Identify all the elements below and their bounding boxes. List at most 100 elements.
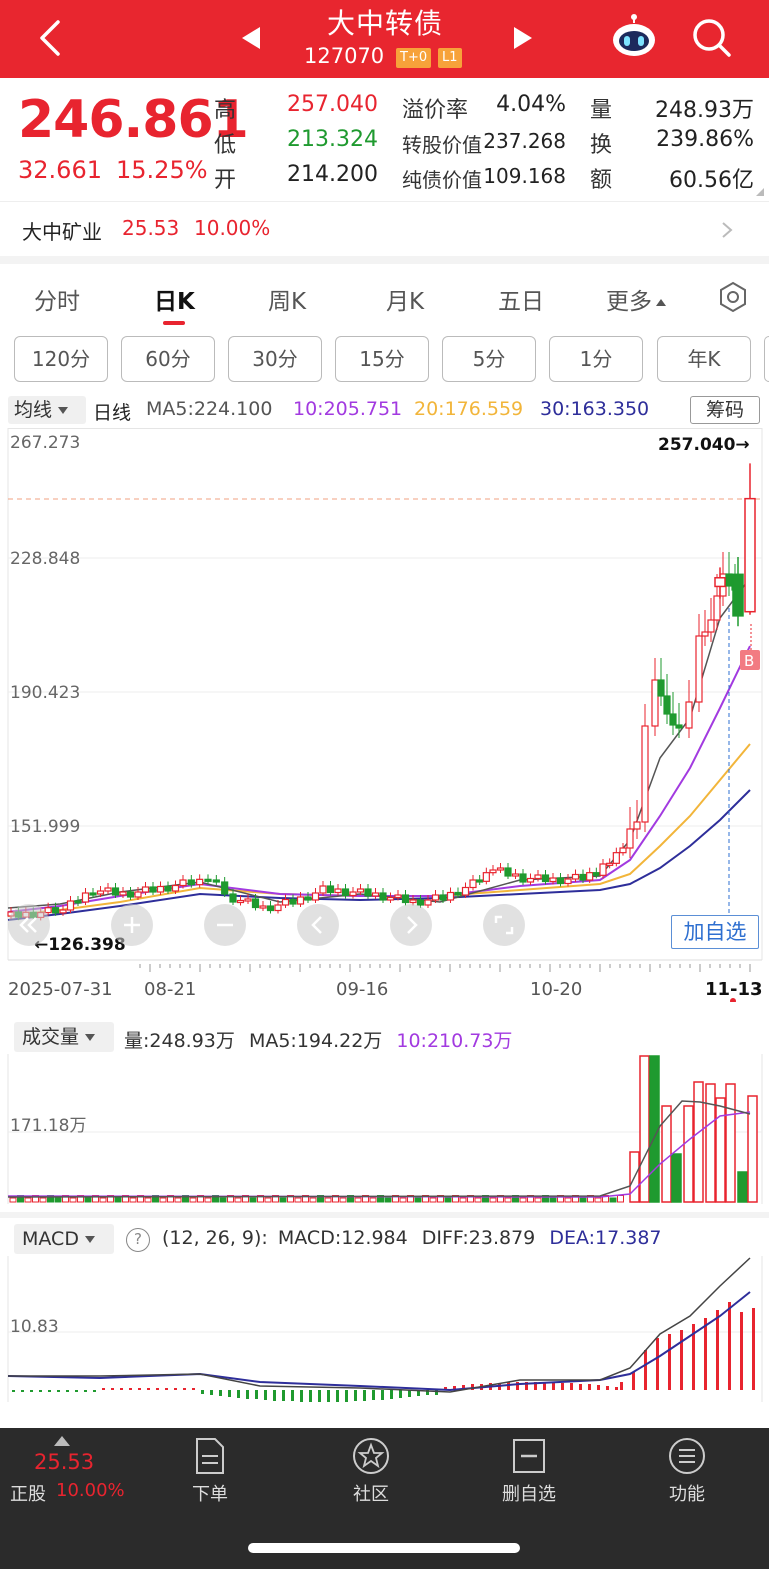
yearly-k-button[interactable]: 年K xyxy=(657,336,751,382)
interval-5min-button[interactable]: 5分 xyxy=(442,336,536,382)
caret-up-icon xyxy=(656,299,666,306)
macd-bar xyxy=(426,1390,429,1395)
volume-bar xyxy=(459,1197,467,1203)
volume-bar xyxy=(114,1197,122,1203)
volume-ma10: 10:210.73万 xyxy=(396,1030,513,1052)
macd-indicator-toggle[interactable]: MACD xyxy=(14,1224,114,1254)
kline-chart[interactable]: 267.273 228.848 190.423 151.999 257.040→… xyxy=(0,428,769,1002)
macd-bar xyxy=(704,1318,707,1390)
volume-bar xyxy=(272,1195,279,1203)
interval-15min-button[interactable]: 15分 xyxy=(335,336,429,382)
previous-bond-icon[interactable] xyxy=(238,24,266,52)
interval-button-partial[interactable] xyxy=(764,336,769,382)
ma30-value: 30:163.350 xyxy=(540,398,650,420)
macd-bar xyxy=(30,1390,33,1392)
underlying-label[interactable]: 正股 xyxy=(10,1484,46,1505)
volume-bar xyxy=(519,1197,527,1203)
volume-bar xyxy=(332,1195,339,1203)
robot-assistant-icon[interactable] xyxy=(610,14,658,60)
interval-30min-button[interactable]: 30分 xyxy=(228,336,322,382)
remove-watchlist-button[interactable]: 删自选 xyxy=(484,1436,574,1526)
volume-bar xyxy=(579,1197,587,1203)
candle-body xyxy=(511,873,520,877)
tab-weekly[interactable]: 周K xyxy=(268,289,307,315)
ma-toggle[interactable]: 均线 xyxy=(8,396,86,424)
section-gap xyxy=(0,1212,769,1218)
tab-more[interactable]: 更多 xyxy=(606,282,666,316)
order-label: 下单 xyxy=(192,1484,228,1505)
expand-corner-icon[interactable] xyxy=(756,188,764,196)
low-label: 低 xyxy=(214,133,237,158)
candle-body xyxy=(695,635,703,703)
macd-toggle-label: MACD xyxy=(22,1228,79,1250)
candle-body xyxy=(669,713,677,726)
candle-body xyxy=(394,894,402,899)
volume-indicator-toggle[interactable]: 成交量 xyxy=(14,1022,114,1052)
diff-value: DIFF:23.879 xyxy=(421,1227,536,1249)
next-bond-icon[interactable] xyxy=(508,24,536,52)
candle-body xyxy=(626,828,634,849)
tab-daily[interactable]: 日K xyxy=(154,289,195,315)
open-label: 开 xyxy=(214,168,237,193)
back-icon[interactable] xyxy=(30,16,70,60)
add-to-watchlist-button[interactable]: 加自选 xyxy=(671,915,759,949)
zoom-out-button[interactable] xyxy=(204,904,246,946)
volume-bar xyxy=(264,1197,272,1203)
volume-bar xyxy=(683,1105,694,1203)
candle-body xyxy=(229,893,237,903)
volume-bar xyxy=(399,1197,407,1203)
bond-code: 127070 xyxy=(304,44,385,68)
zoom-in-button[interactable] xyxy=(111,904,153,946)
expand-icon xyxy=(494,915,514,935)
macd-bar xyxy=(656,1338,659,1390)
macd-bar xyxy=(192,1388,195,1390)
settings-hexagon-icon[interactable] xyxy=(716,280,750,314)
step-right-button[interactable] xyxy=(390,904,432,946)
order-button[interactable]: 下单 xyxy=(165,1436,255,1526)
interval-60min-button[interactable]: 60分 xyxy=(121,336,215,382)
candle-body xyxy=(59,909,67,914)
macd-bar xyxy=(264,1390,267,1400)
volume-bar xyxy=(609,1197,617,1203)
candle-body xyxy=(526,877,535,883)
function-menu-button[interactable]: 功能 xyxy=(642,1436,732,1526)
candle-body xyxy=(454,891,462,896)
candle-body xyxy=(96,890,105,895)
volume-bar xyxy=(174,1197,182,1203)
macd-bar xyxy=(692,1324,695,1390)
y-tick-label: 228.848 xyxy=(10,549,80,569)
volume-bar xyxy=(182,1195,189,1203)
interval-120min-button[interactable]: 120分 xyxy=(14,336,108,382)
candle-body xyxy=(606,862,614,866)
help-icon[interactable]: ? xyxy=(126,1228,150,1252)
macd-bar xyxy=(210,1390,213,1395)
buy-marker-badge[interactable] xyxy=(740,650,760,670)
scroll-left-button[interactable] xyxy=(8,904,50,946)
volume-value: 248.93万 xyxy=(655,98,754,123)
volume-bar xyxy=(671,1153,682,1203)
tab-five-day[interactable]: 五日 xyxy=(498,289,544,315)
step-left-button[interactable] xyxy=(297,904,339,946)
macd-bar xyxy=(444,1387,447,1390)
minus-square-icon xyxy=(513,1439,545,1473)
candle-body xyxy=(744,497,756,613)
fullscreen-button[interactable] xyxy=(483,904,525,946)
candle-body xyxy=(51,907,60,914)
active-tab-indicator xyxy=(163,321,185,325)
chevron-right-icon xyxy=(722,222,733,238)
ma5-line xyxy=(7,577,751,909)
volume-bar xyxy=(747,1095,758,1203)
caret-up-icon[interactable] xyxy=(54,1436,70,1446)
tab-monthly[interactable]: 月K xyxy=(386,289,425,315)
chips-button[interactable]: 筹码 xyxy=(690,396,760,424)
candle-body xyxy=(592,872,600,876)
candle-body xyxy=(725,573,733,587)
volume-bar xyxy=(302,1195,309,1203)
interval-1min-button[interactable]: 1分 xyxy=(549,336,643,382)
search-icon[interactable] xyxy=(690,16,734,60)
tab-intraday[interactable]: 分时 xyxy=(34,289,80,315)
underlying-stock-row[interactable]: 大中矿业 25.53 10.00% xyxy=(0,202,769,256)
community-button[interactable]: 社区 xyxy=(326,1436,416,1526)
macd-bar xyxy=(615,1387,618,1390)
candle-body xyxy=(119,891,127,896)
